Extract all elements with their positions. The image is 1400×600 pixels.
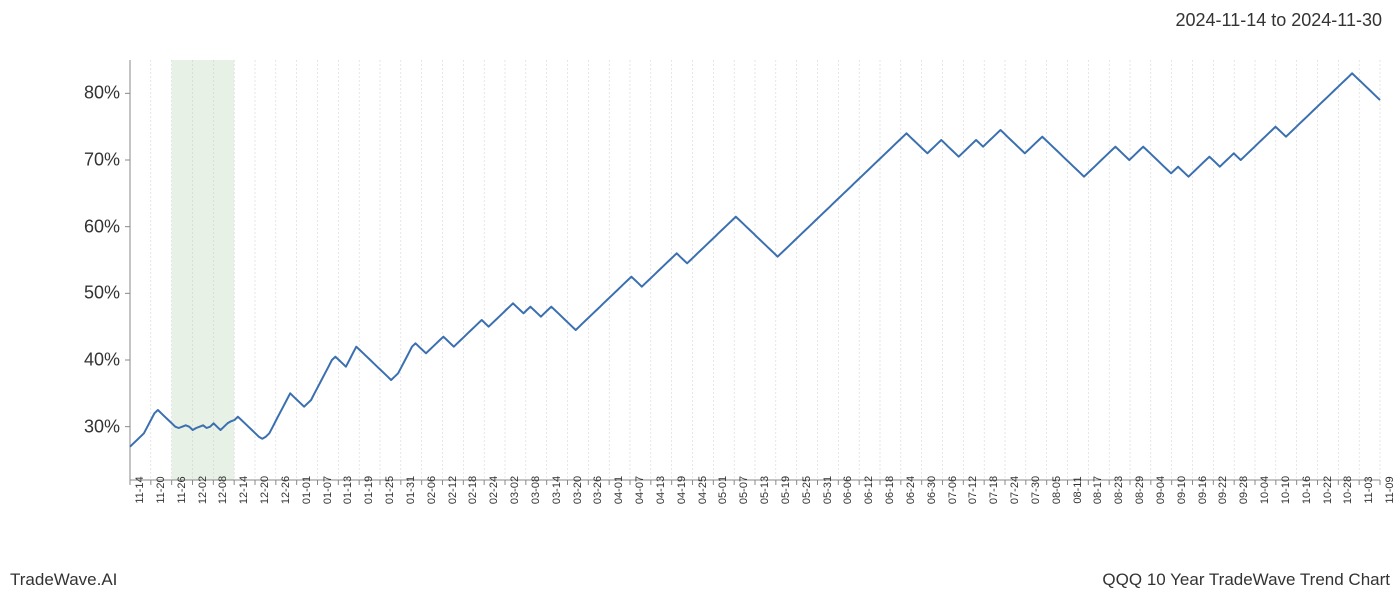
date-range-label: 2024-11-14 to 2024-11-30	[1176, 10, 1383, 31]
x-tick-label: 04-01	[613, 476, 625, 504]
x-tick-label: 05-13	[759, 476, 771, 504]
x-tick-label: 05-07	[738, 476, 750, 504]
x-tick-label: 11-20	[155, 476, 167, 503]
x-tick-label: 03-20	[572, 476, 584, 504]
x-tick-label: 10-28	[1342, 476, 1354, 504]
x-tick-label: 07-12	[967, 476, 979, 504]
x-tick-label: 10-16	[1301, 476, 1313, 504]
x-tick-label: 02-24	[488, 476, 500, 504]
y-tick-label: 50%	[40, 283, 120, 304]
x-tick-label: 11-09	[1384, 476, 1396, 503]
x-tick-label: 12-20	[259, 476, 271, 504]
x-tick-label: 03-02	[509, 476, 521, 504]
y-tick-label: 40%	[40, 350, 120, 371]
x-tick-label: 07-06	[947, 476, 959, 504]
x-tick-label: 07-24	[1009, 476, 1021, 504]
x-tick-label: 03-08	[530, 476, 542, 504]
x-tick-label: 09-28	[1238, 476, 1250, 504]
chart-container: 2024-11-14 to 2024-11-30 30% 40% 50% 60% 70%…	[0, 0, 1400, 600]
x-tick-label: 08-17	[1092, 476, 1104, 504]
x-tick-label: 06-30	[926, 476, 938, 504]
x-tick-label: 05-01	[717, 476, 729, 504]
x-tick-label: 09-22	[1217, 476, 1229, 504]
x-tick-label: 03-14	[551, 476, 563, 504]
x-tick-label: 02-12	[447, 476, 459, 504]
x-tick-label: 09-04	[1155, 476, 1167, 504]
x-tick-label: 06-12	[863, 476, 875, 504]
x-tick-label: 05-25	[801, 476, 813, 504]
x-tick-label: 12-02	[197, 476, 209, 504]
x-tick-label: 05-19	[780, 476, 792, 504]
x-tick-label: 01-19	[363, 476, 375, 504]
x-tick-label: 01-07	[322, 476, 334, 504]
x-tick-label: 08-23	[1113, 476, 1125, 504]
x-tick-label: 12-08	[217, 476, 229, 504]
x-tick-label: 11-03	[1363, 476, 1375, 503]
x-tick-label: 08-11	[1072, 476, 1084, 503]
x-tick-label: 06-24	[905, 476, 917, 504]
x-tick-label: 06-06	[842, 476, 854, 504]
x-tick-label: 07-30	[1030, 476, 1042, 504]
x-tick-label: 04-19	[676, 476, 688, 504]
y-tick-label: 60%	[40, 216, 120, 237]
y-tick-label: 30%	[40, 416, 120, 437]
highlight-band	[172, 60, 235, 480]
footer-brand: TradeWave.AI	[10, 570, 117, 590]
chart-plot-area	[130, 60, 1380, 480]
x-tick-label: 02-18	[467, 476, 479, 504]
x-tick-label: 02-06	[426, 476, 438, 504]
x-tick-label: 01-31	[405, 476, 417, 504]
x-tick-label: 04-07	[634, 476, 646, 504]
footer-title: QQQ 10 Year TradeWave Trend Chart	[1102, 570, 1390, 590]
x-tick-label: 12-14	[238, 476, 250, 504]
x-tick-label: 11-26	[176, 476, 188, 503]
y-tick-label: 70%	[40, 150, 120, 171]
x-tick-label: 09-16	[1197, 476, 1209, 504]
x-tick-label: 11-14	[134, 476, 146, 503]
x-tick-label: 01-13	[342, 476, 354, 504]
x-tick-label: 03-26	[592, 476, 604, 504]
x-tick-label: 10-10	[1280, 476, 1292, 504]
x-tick-label: 01-01	[301, 476, 313, 504]
x-tick-label: 07-18	[988, 476, 1000, 504]
x-tick-label: 12-26	[280, 476, 292, 504]
x-tick-label: 06-18	[884, 476, 896, 504]
x-tick-label: 10-22	[1322, 476, 1334, 504]
x-tick-label: 01-25	[384, 476, 396, 504]
x-tick-label: 08-05	[1051, 476, 1063, 504]
x-tick-label: 04-13	[655, 476, 667, 504]
x-tick-label: 10-04	[1259, 476, 1271, 504]
x-tick-label: 08-29	[1134, 476, 1146, 504]
y-tick-label: 80%	[40, 83, 120, 104]
x-tick-label: 05-31	[822, 476, 834, 504]
x-tick-label: 09-10	[1176, 476, 1188, 504]
x-tick-label: 04-25	[697, 476, 709, 504]
chart-svg	[130, 60, 1380, 480]
